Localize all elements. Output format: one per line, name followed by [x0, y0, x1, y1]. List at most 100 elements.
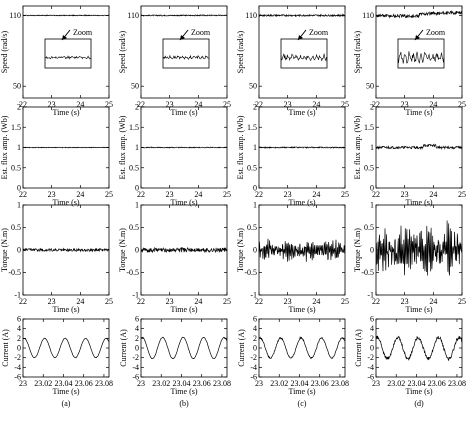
y-tick-label: 2 [17, 334, 21, 343]
x-tick-label: 22 [19, 190, 27, 199]
x-tick-label: 25 [105, 297, 113, 306]
y-axis-label: Current (A) [119, 329, 128, 367]
x-tick-label: 23 [284, 297, 292, 306]
x-axis-label: Time (s) [405, 305, 432, 314]
x-tick-label: 23 [401, 100, 409, 109]
x-tick-label: 22 [19, 100, 27, 109]
plot-frame [375, 318, 463, 378]
x-tick-label: 22 [137, 190, 145, 199]
y-tick-label: 4 [370, 324, 374, 333]
x-tick-label: 23.02 [387, 379, 405, 388]
y-axis-label: Est. flux amp. (Wb) [353, 115, 362, 179]
panel-torque-b: 22 23 24 25 Time (s) -1 -0.5 0 0.5 1 Torque (N.m) [118, 201, 231, 315]
panel-current-d: 23 23.02 23.04 23.06 23.08 Time (s) -6-4-20246… [354, 315, 466, 409]
y-tick-label: 1.5 [247, 123, 257, 132]
signal-trace [258, 13, 346, 18]
signal-trace [22, 146, 110, 149]
y-tick-label: 6 [17, 315, 21, 324]
x-axis-label: Time (s) [170, 387, 197, 396]
x-tick-label: 24 [194, 100, 202, 109]
y-tick-label: -1 [250, 291, 257, 300]
y-tick-label: 6 [370, 315, 374, 324]
x-axis-label: Time (s) [170, 305, 197, 314]
y-axis-label: Est. flux amp. (Wb) [236, 115, 245, 179]
x-tick-label: 24 [429, 190, 437, 199]
x-tick-label: 23.04 [290, 379, 308, 388]
y-tick-label: -2 [132, 353, 139, 362]
panel-caption: (c) [298, 399, 307, 408]
plot-frame [140, 318, 228, 378]
x-tick-label: 23 [284, 190, 292, 199]
x-tick-label: 25 [223, 190, 231, 199]
y-tick-label: -1 [367, 291, 374, 300]
x-tick-label: 23 [137, 379, 145, 388]
x-tick-label: 23 [401, 190, 409, 199]
y-tick-label: -1 [132, 291, 139, 300]
y-tick-label: 50 [13, 82, 21, 91]
y-axis-label: Speed (rad/s) [0, 30, 9, 73]
y-axis-label: Speed (rad/s) [236, 30, 245, 73]
x-tick-label: 23.04 [54, 379, 72, 388]
x-tick-label: 23.04 [172, 379, 190, 388]
y-tick-label: -4 [250, 363, 257, 372]
y-tick-label: 50 [366, 82, 374, 91]
panel-flux-a: 22 23 24 25 Time (s) 0 0.5 1 1.5 2 Est. flux amp. … [0, 103, 113, 208]
panel-torque-c: 22 23 24 25 Time (s) -1 -0.5 0 0.5 1 Torque (N.m) [236, 201, 349, 315]
panel-current-b: 23 23.02 23.04 23.06 23.08 Time (s) -6-4-20246… [119, 315, 231, 409]
panel-speed-c: 22 23 24 25 Time (s) 110 50 Speed (rad/s) Zoom [236, 5, 349, 117]
y-tick-label: 1 [17, 143, 21, 152]
x-axis-label: Time (s) [52, 387, 79, 396]
panel-current-a: 23 23.02 23.04 23.06 23.08 Time (s) -6-4-20246… [1, 315, 113, 409]
x-tick-label: 25 [341, 100, 349, 109]
y-tick-label: 0 [370, 344, 374, 353]
y-tick-label: 1 [370, 143, 374, 152]
y-tick-label: 2 [370, 103, 374, 112]
y-tick-label: 1 [17, 201, 21, 210]
x-tick-label: 23.08 [213, 379, 231, 388]
y-tick-label: -2 [14, 353, 21, 362]
x-tick-label: 24 [76, 100, 84, 109]
x-tick-label: 23 [166, 190, 174, 199]
x-tick-label: 24 [76, 190, 84, 199]
panel-speed-b: 22 23 24 25 Time (s) 110 50 Speed (rad/s) Zoom [118, 5, 231, 117]
x-tick-label: 22 [372, 100, 380, 109]
x-tick-label: 22 [137, 100, 145, 109]
y-tick-label: 2 [253, 103, 257, 112]
y-tick-label: -4 [367, 363, 374, 372]
panel-speed-a: 22 23 24 25 Time (s) 110 50 Speed (rad/s) Zoom [0, 5, 113, 117]
y-tick-label: 2 [370, 334, 374, 343]
x-axis-label: Time (s) [405, 108, 432, 117]
signal-trace [22, 14, 110, 17]
y-tick-label: 4 [135, 324, 139, 333]
panel-caption: (b) [179, 399, 189, 408]
y-axis-label: Current (A) [1, 329, 10, 367]
y-tick-label: 4 [253, 324, 257, 333]
signal-trace [258, 238, 346, 262]
x-tick-label: 25 [223, 100, 231, 109]
y-tick-label: 1.5 [364, 123, 374, 132]
y-tick-label: -0.5 [8, 268, 21, 277]
signal-trace [375, 220, 463, 276]
x-tick-label: 23.06 [428, 379, 446, 388]
panel-flux-b: 22 23 24 25 Time (s) 0 0.5 1 1.5 2 Est. flux amp. … [118, 103, 231, 208]
zoom-trace [44, 55, 92, 60]
x-tick-label: 23.06 [311, 379, 329, 388]
y-axis-label: Current (A) [237, 329, 246, 367]
y-tick-label: 0 [370, 246, 374, 255]
signal-trace [22, 337, 110, 359]
panel-flux-c: 22 23 24 25 Time (s) 0 0.5 1 1.5 2 Est. flux amp. … [236, 103, 349, 208]
panel-torque-a: 22 23 24 25 Time (s) -1 -0.5 0 0.5 1 Torque (N.m) [0, 201, 113, 315]
y-tick-label: 0.5 [129, 223, 139, 232]
signal-trace [258, 146, 345, 149]
x-tick-label: 23 [19, 379, 27, 388]
zoom-inset-box [280, 38, 328, 69]
panel-flux-d: 22 23 24 25 Time (s) 0 0.5 1 1.5 2 Est. flux amp. … [353, 103, 466, 208]
y-tick-label: 110 [9, 11, 21, 20]
y-tick-label: 0.5 [11, 223, 21, 232]
x-axis-label: Time (s) [288, 387, 315, 396]
y-axis-label: Est. flux amp. (Wb) [118, 115, 127, 179]
x-axis-label: Time (s) [170, 198, 197, 207]
x-tick-label: 22 [255, 100, 263, 109]
x-tick-label: 23 [372, 379, 380, 388]
